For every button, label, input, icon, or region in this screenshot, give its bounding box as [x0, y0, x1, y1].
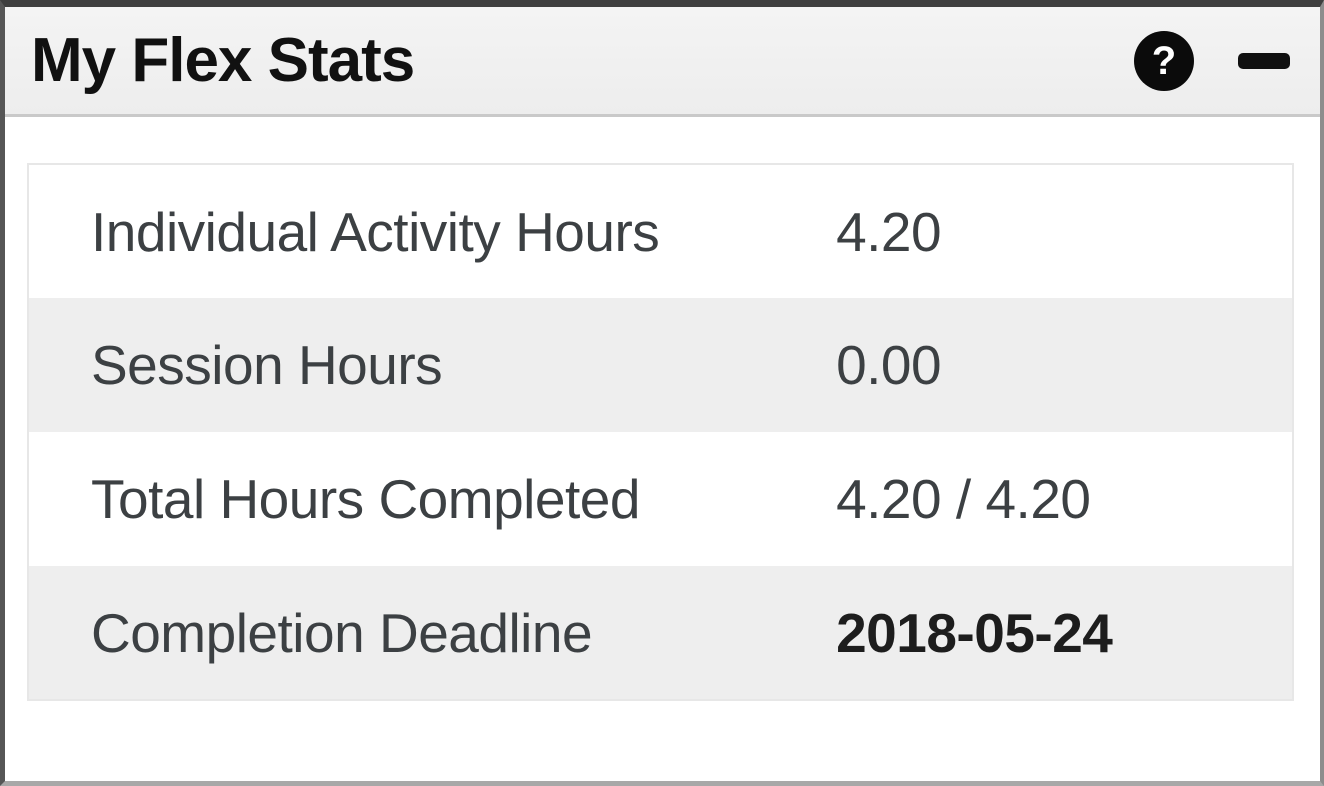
stat-value: 4.20 / 4.20	[836, 468, 1091, 530]
widget-title: My Flex Stats	[31, 25, 415, 95]
table-row: Completion Deadline 2018-05-24	[28, 566, 1293, 700]
help-icon: ?	[1151, 38, 1177, 83]
stat-label: Individual Activity Hours	[91, 200, 660, 263]
stats-table: Individual Activity Hours 4.20 Session H…	[27, 163, 1294, 701]
header-controls: ?	[1134, 30, 1290, 91]
table-row: Total Hours Completed 4.20 / 4.20	[28, 432, 1293, 566]
stat-label: Session Hours	[91, 334, 443, 396]
stat-label: Total Hours Completed	[91, 468, 640, 530]
minimize-button[interactable]	[1238, 52, 1290, 69]
widget-body: Individual Activity Hours 4.20 Session H…	[5, 117, 1320, 701]
stat-label: Completion Deadline	[91, 601, 593, 664]
stat-value: 0.00	[836, 334, 942, 396]
table-row: Individual Activity Hours 4.20	[28, 164, 1293, 298]
help-button[interactable]: ?	[1134, 30, 1194, 91]
stat-value: 2018-05-24	[836, 601, 1113, 664]
widget-header: My Flex Stats ?	[5, 7, 1320, 117]
stat-value: 4.20	[836, 200, 942, 263]
minimize-icon	[1238, 52, 1290, 69]
table-row: Session Hours 0.00	[28, 298, 1293, 432]
